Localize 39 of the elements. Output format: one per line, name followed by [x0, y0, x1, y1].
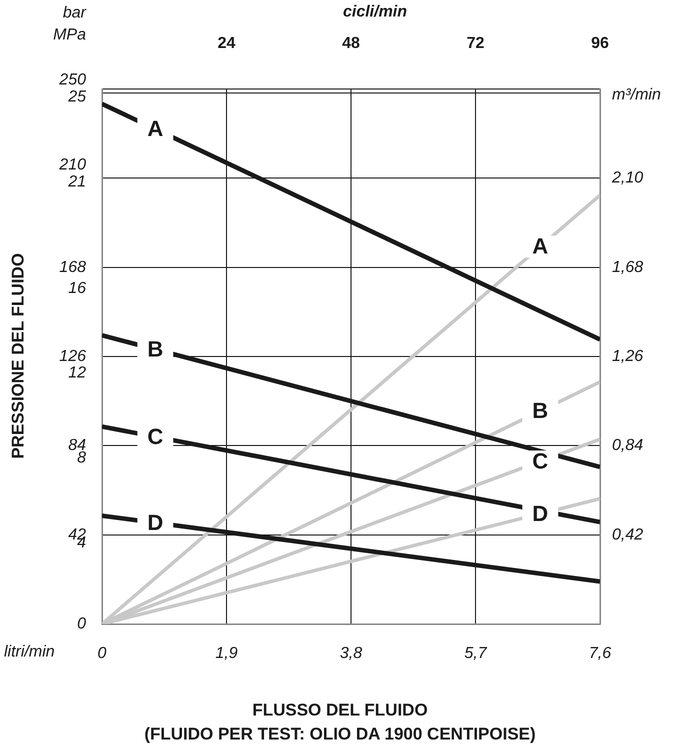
y-tick-label: 0 — [77, 615, 86, 632]
x2-tick-label: 24 — [218, 34, 236, 52]
y2-tick-label: 0,84 — [612, 437, 644, 454]
x2-tick-label: 48 — [342, 34, 360, 52]
x-tick-label: 3,8 — [340, 645, 362, 662]
text: litri/min — [4, 643, 55, 660]
series-label: B — [147, 336, 164, 362]
series-label: C — [532, 448, 548, 474]
text: (FLUIDO PER TEST: OLIO DA 1900 CENTIPOISE) — [144, 724, 536, 744]
series-label: A — [532, 234, 548, 259]
y3-tick-label: 21 — [67, 174, 86, 191]
series-label: A — [147, 116, 164, 142]
y-tick-label: 210 — [58, 156, 86, 174]
y2-tick-label: 1,68 — [612, 258, 644, 276]
y-tick-label: 126 — [59, 348, 86, 365]
y2-tick-label: 0,42 — [612, 526, 644, 544]
x-tick-label: 0 — [98, 645, 107, 662]
x-tick-label: 1,9 — [215, 645, 238, 662]
series-label: D — [532, 500, 548, 526]
y-tick-label: 168 — [59, 258, 86, 276]
y2-axis-title: m³/min — [612, 86, 661, 104]
x-axis-title: FLUSSO DEL FLUIDO — [252, 700, 428, 720]
series-label: D — [147, 510, 164, 535]
text: MPa — [53, 26, 86, 44]
y3-tick-label: 25 — [67, 88, 86, 106]
text: bar — [62, 4, 87, 22]
x2-axis-title: cicli/min — [342, 3, 408, 20]
y2-tick-label: 1,26 — [612, 348, 644, 365]
y-axis-title: PRESSIONE DEL FLUIDO — [8, 253, 28, 459]
x2-tick-label: 72 — [466, 34, 484, 52]
x-tick-label: 5,7 — [464, 645, 488, 662]
x2-tick-label: 96 — [591, 34, 609, 52]
series-label: C — [147, 424, 164, 449]
y2-tick-label: 2,10 — [611, 170, 644, 187]
y-tick-label: 250 — [58, 72, 86, 89]
y3-tick-label: 16 — [68, 280, 86, 297]
y3-tick-label: 12 — [68, 364, 86, 382]
x-tick-label: 7,6 — [588, 645, 612, 662]
series-label: B — [532, 398, 548, 424]
